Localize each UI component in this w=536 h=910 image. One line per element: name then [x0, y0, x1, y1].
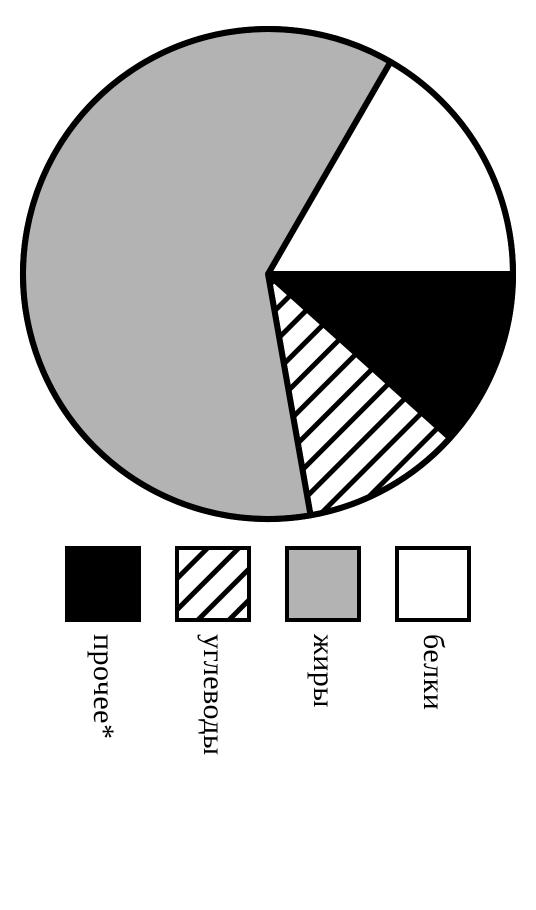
legend-item-zhiry: жиры [285, 546, 361, 708]
pie-svg [8, 14, 528, 534]
legend-label-uglevody: углеводы [196, 634, 230, 756]
legend-swatch-uglevody [175, 546, 251, 622]
legend-label-prochee: прочее* [86, 634, 120, 740]
pie-chart [8, 14, 528, 539]
legend-label-zhiry: жиры [306, 634, 340, 708]
legend-swatch-zhiry [285, 546, 361, 622]
legend-item-belki: белки [395, 546, 471, 710]
legend-label-belki: белки [416, 634, 450, 710]
legend-item-prochee: прочее* [65, 546, 141, 740]
legend-swatch-prochee [65, 546, 141, 622]
legend: прочее* углеводы жиры белки [65, 546, 471, 756]
legend-item-uglevody: углеводы [175, 546, 251, 756]
figure: прочее* углеводы жиры белки [0, 0, 536, 910]
legend-swatch-belki [395, 546, 471, 622]
